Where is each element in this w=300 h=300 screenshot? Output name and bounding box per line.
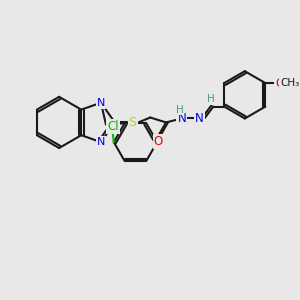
Text: CH₃: CH₃	[280, 78, 299, 88]
Text: O: O	[154, 135, 163, 148]
Text: N: N	[177, 112, 186, 125]
Text: N: N	[97, 137, 105, 147]
Text: S: S	[128, 116, 136, 129]
Text: N: N	[195, 112, 204, 125]
Text: Cl: Cl	[107, 120, 118, 133]
Text: H: H	[207, 94, 215, 104]
Text: H: H	[176, 105, 184, 115]
Text: O: O	[275, 76, 285, 89]
Text: N: N	[97, 98, 105, 108]
